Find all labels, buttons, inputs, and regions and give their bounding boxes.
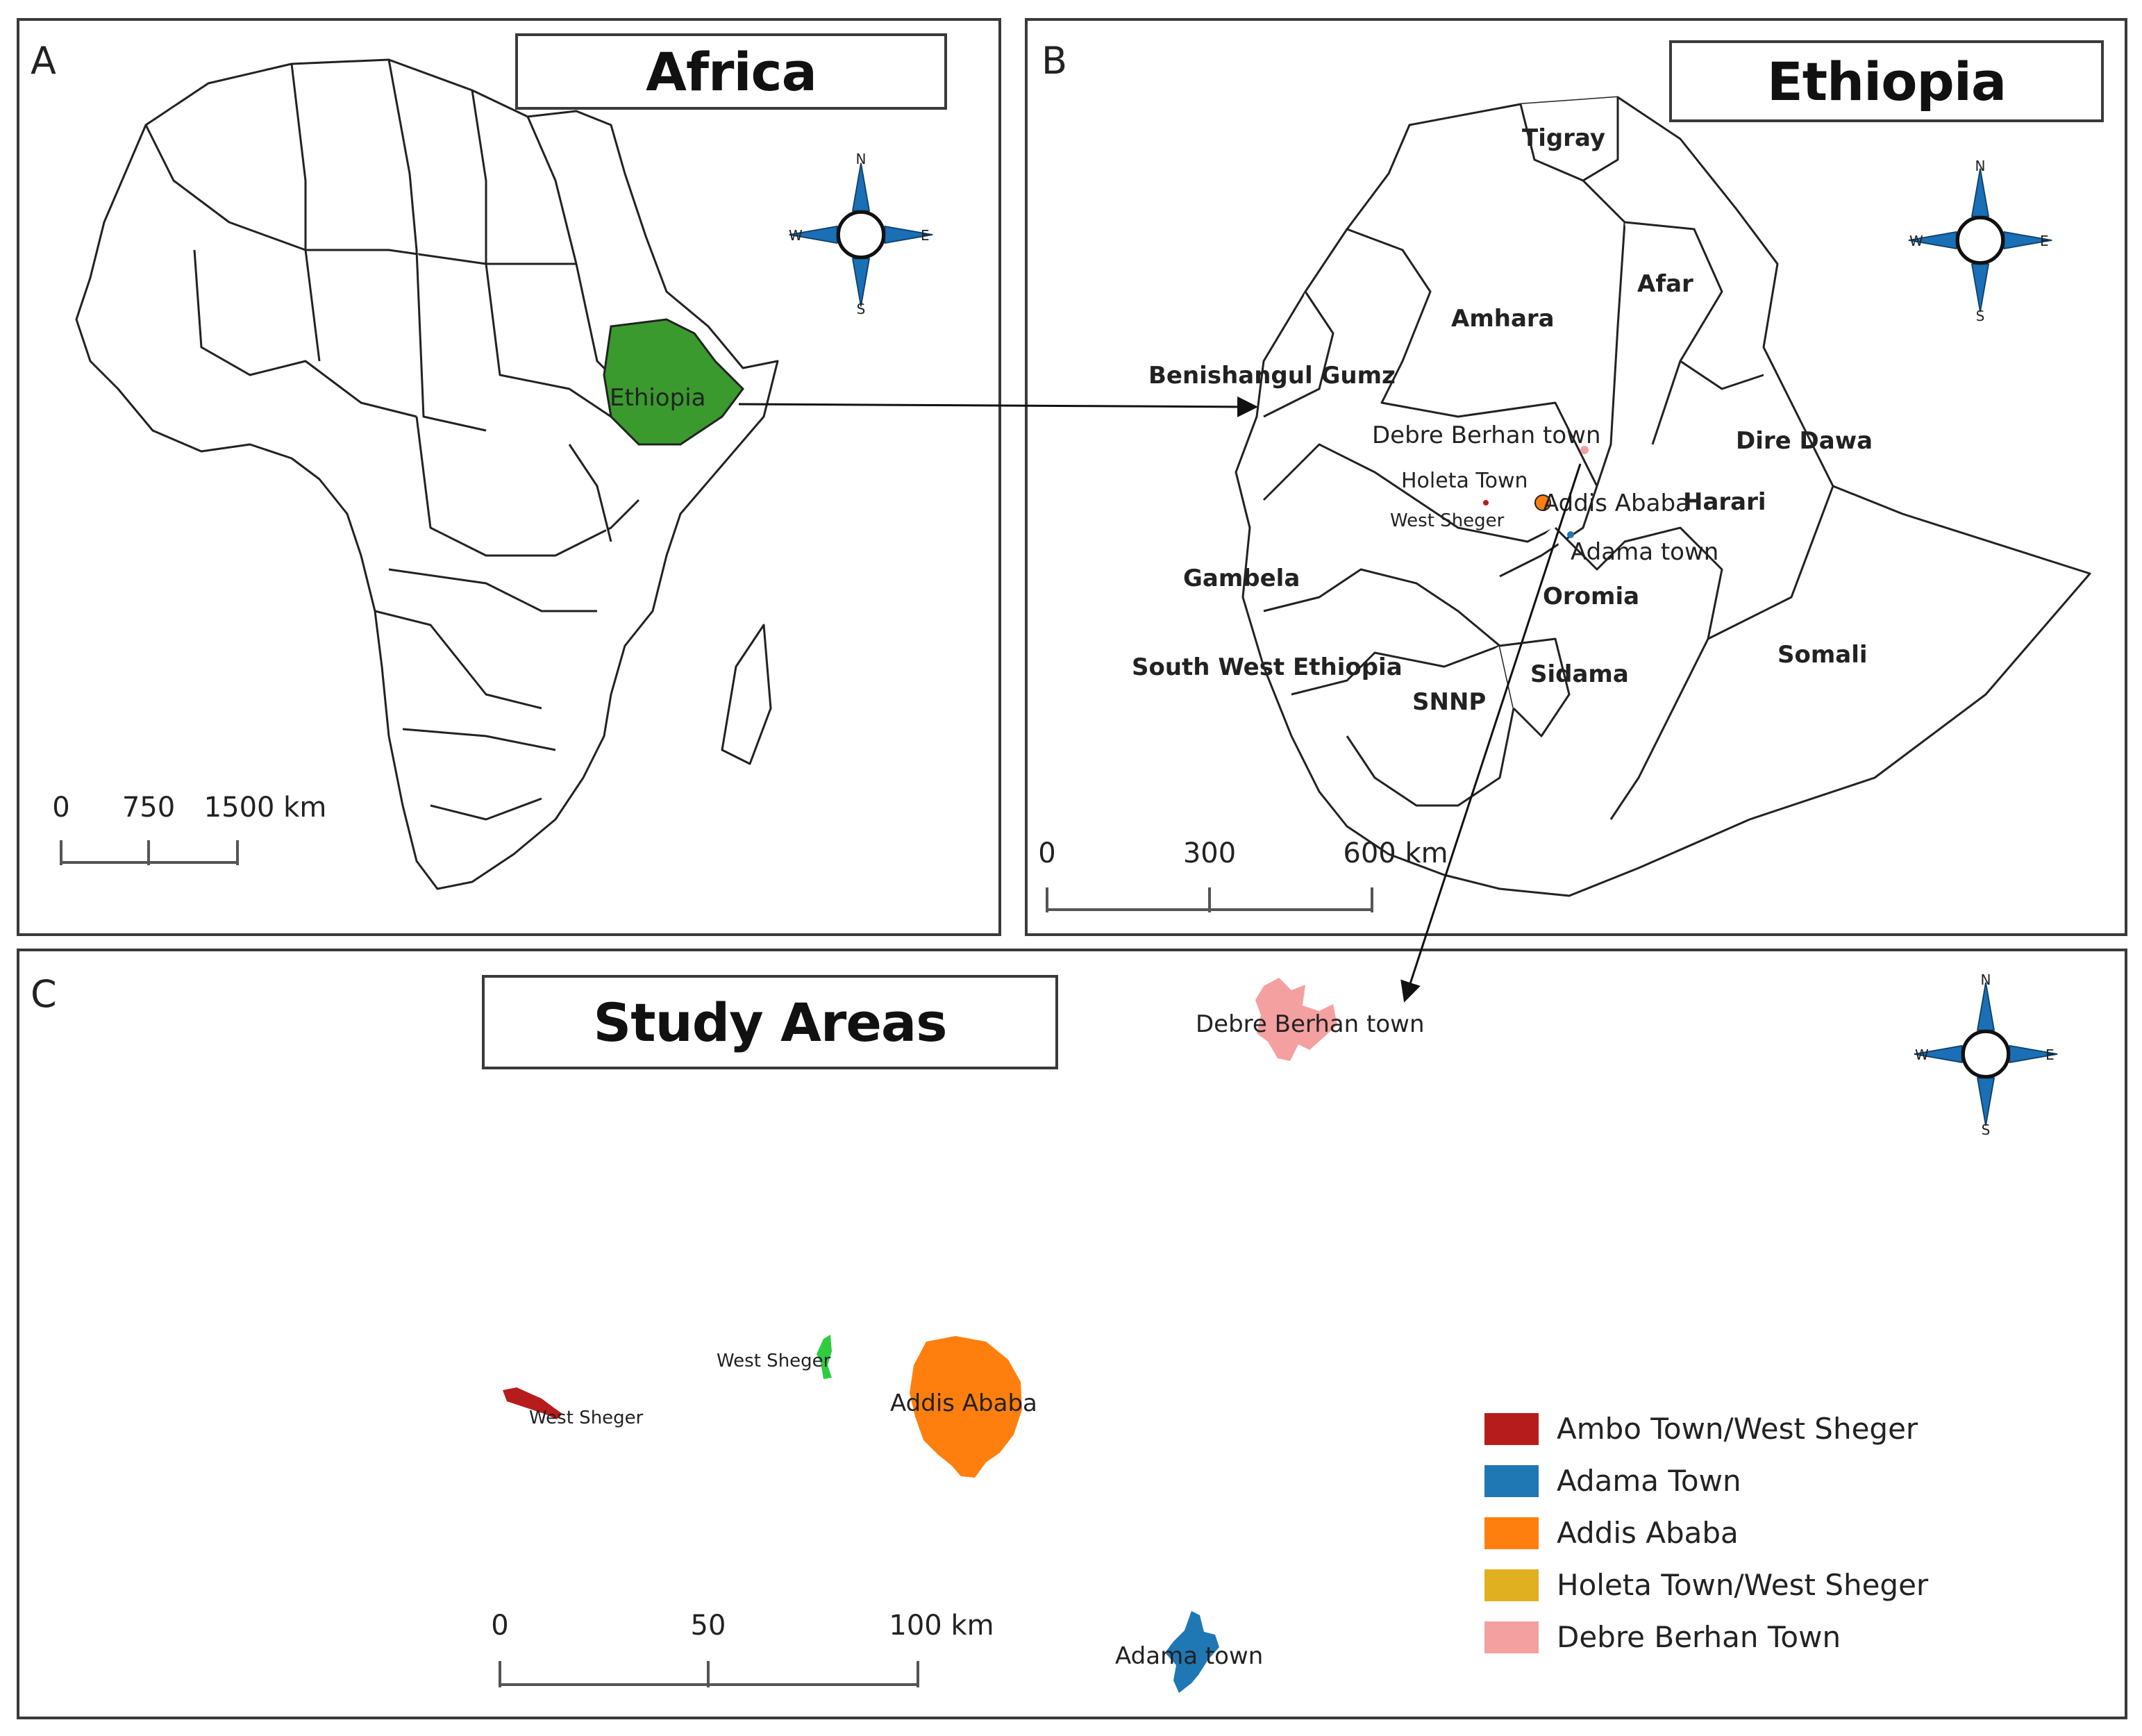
region-sidama: Sidama [1530, 660, 1629, 688]
region-amhara: Amhara [1451, 305, 1555, 333]
region-oromia: Oromia [1543, 583, 1639, 610]
scale-c-tick-2: 100 km [889, 1610, 994, 1642]
legend-swatch [1484, 1464, 1539, 1497]
compass-n-b: N [1975, 158, 1986, 174]
region-benishangul-gumz: Benishangul Gumz [1148, 362, 1396, 390]
label-addis-ababa-c: Addis Ababa [890, 1389, 1037, 1417]
ethiopia-town-labels: Debre Berhan town Holeta Town Addis Abab… [1372, 422, 1718, 566]
scale-a-tick-1: 750 [122, 792, 175, 824]
compass-rose-b [1909, 169, 2052, 312]
addis-ababa-marker-b [1534, 494, 1551, 511]
compass-s-a: S [857, 301, 866, 317]
scale-b-tick-0: 0 [1038, 837, 1055, 869]
compass-n-a: N [856, 151, 867, 167]
ethiopia-highlight [603, 318, 744, 446]
region-dire-dawa: Dire Dawa [1736, 427, 1873, 455]
west-sheger-green-area [817, 1335, 832, 1379]
legend-label: Addis Ababa [1557, 1516, 1739, 1550]
legend-item: Adama Town [1484, 1455, 1928, 1507]
debre-berhan-marker-b [1580, 446, 1589, 454]
scale-c-tick-1: 50 [691, 1610, 726, 1642]
arrow-africa-to-ethiopia [738, 396, 1258, 417]
region-gambela: Gambela [1183, 565, 1300, 592]
compass-e-b: E [2040, 233, 2049, 249]
scale-a-tick-0: 0 [52, 792, 69, 824]
legend-item: Ambo Town/West Sheger [1484, 1403, 1928, 1455]
west-sheger-marker-b [1483, 500, 1489, 506]
legend-swatch [1484, 1517, 1539, 1549]
scale-a-tick-2: 1500 km [204, 792, 327, 824]
town-holeta-b: Holeta Town [1401, 469, 1528, 493]
legend-label: Adama Town [1557, 1464, 1741, 1498]
compass-s-c: S [1982, 1121, 1991, 1138]
africa-map [75, 58, 779, 890]
debre-berhan-area [1255, 978, 1337, 1061]
arrow-ethiopia-to-study-areas [1400, 463, 1582, 1003]
legend-item: Holeta Town/West Sheger [1484, 1559, 1928, 1611]
panel-letter-c: C [31, 972, 57, 1016]
scale-bar-b [1046, 887, 1373, 912]
compass-e-a: E [921, 227, 930, 244]
legend-label: Holeta Town/West Sheger [1557, 1568, 1929, 1602]
legend-swatch [1484, 1569, 1539, 1601]
region-snnp: SNNP [1412, 688, 1486, 716]
ethiopia-map [1235, 96, 2091, 897]
compass-n-c: N [1981, 971, 1991, 988]
scale-bar-a [60, 840, 239, 865]
scale-bar-c [499, 1661, 919, 1687]
addis-ababa-area [910, 1336, 1022, 1478]
region-south-west-ethiopia: South West Ethiopia [1132, 653, 1403, 681]
region-somali: Somali [1777, 641, 1868, 669]
legend-item: Debre Berhan Town [1484, 1611, 1928, 1663]
region-afar: Afar [1637, 270, 1693, 298]
town-adama-b: Adama town [1571, 538, 1718, 566]
panel-study-areas [17, 949, 2127, 1719]
compass-e-c: E [2045, 1046, 2055, 1063]
ambo-west-sheger-area [503, 1387, 562, 1419]
label-west-sheger-2-c: West Sheger [529, 1408, 644, 1428]
legend-label: Debre Berhan Town [1557, 1620, 1841, 1654]
scale-b-tick-2: 600 km [1343, 837, 1448, 869]
panel-letter-a: A [31, 39, 56, 83]
label-west-sheger-1-c: West Sheger [717, 1351, 831, 1371]
compass-w-c: W [1915, 1046, 1929, 1063]
title-ethiopia: Ethiopia [1669, 40, 2104, 122]
title-africa: Africa [515, 33, 947, 110]
town-west-sheger-b: West Sheger [1390, 510, 1505, 531]
panel-letter-b: B [1041, 39, 1068, 83]
ethiopia-label: Ethiopia [610, 384, 705, 412]
scale-c-tick-0: 0 [491, 1610, 508, 1642]
legend-label: Ambo Town/West Sheger [1557, 1412, 1918, 1446]
legend-swatch [1484, 1621, 1539, 1653]
compass-w-b: W [1909, 233, 1923, 249]
label-adama-c: Adama town [1115, 1642, 1263, 1670]
adama-area [1165, 1611, 1219, 1693]
scale-b-tick-1: 300 [1183, 837, 1236, 869]
legend: Ambo Town/West Sheger Adama Town Addis A… [1484, 1403, 1928, 1663]
legend-item: Addis Ababa [1484, 1507, 1928, 1559]
compass-rose-a [789, 163, 932, 306]
compass-w-a: W [789, 227, 803, 244]
title-study-areas: Study Areas [482, 975, 1058, 1069]
label-debre-berhan-c: Debre Berhan town [1196, 1010, 1425, 1038]
town-debre-berhan-b: Debre Berhan town [1372, 422, 1601, 449]
compass-s-b: S [1976, 308, 1985, 324]
region-harari: Harari [1683, 488, 1766, 516]
ethiopia-region-labels: Tigray Afar Amhara Benishangul Gumz Dire… [1132, 124, 1873, 716]
legend-swatch [1484, 1412, 1539, 1445]
compass-rose-c [1914, 983, 2057, 1126]
region-tigray: Tigray [1522, 124, 1605, 152]
adama-marker-b [1567, 531, 1574, 538]
